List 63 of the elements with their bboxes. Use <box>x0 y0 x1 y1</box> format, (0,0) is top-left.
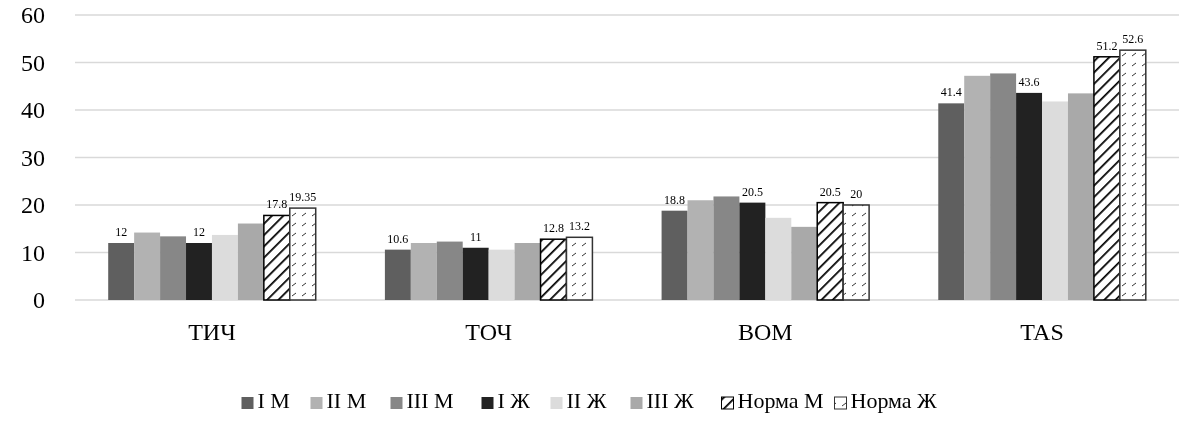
x-tick-label: TAS <box>1020 319 1064 345</box>
data-label: 41.4 <box>940 85 962 100</box>
bar <box>134 232 161 300</box>
bar <box>263 214 291 301</box>
data-label: 12.8 <box>543 221 564 236</box>
legend-label: III Ж <box>646 388 694 413</box>
bar <box>1119 49 1147 301</box>
bar <box>816 201 844 301</box>
x-tick-label: ВОМ <box>738 319 793 345</box>
bar <box>160 236 187 300</box>
legend-label: Норма М <box>737 388 824 413</box>
bar <box>410 243 437 300</box>
bar <box>108 243 135 300</box>
bar <box>791 226 818 300</box>
legend-label: III М <box>406 388 454 413</box>
data-label: 12 <box>192 225 205 239</box>
legend-label: II М <box>326 388 367 413</box>
y-tick-label: 20 <box>21 192 45 219</box>
y-tick-label: 30 <box>21 144 45 171</box>
legend-label: I М <box>257 388 290 413</box>
y-tick-label: 50 <box>21 49 45 76</box>
bar <box>1016 92 1043 300</box>
legend-label: I Ж <box>497 388 531 413</box>
data-label: 43.6 <box>1018 74 1040 89</box>
bar <box>713 196 740 300</box>
bar <box>237 223 264 300</box>
y-tick-label: 10 <box>21 239 45 266</box>
x-tick-label: ТОЧ <box>465 319 512 345</box>
bar <box>289 207 317 301</box>
bar <box>739 202 766 300</box>
y-tick-label: 40 <box>21 97 45 124</box>
bar <box>384 249 411 300</box>
data-label: 10.6 <box>387 231 409 246</box>
bar <box>565 236 594 301</box>
bar <box>938 103 965 300</box>
x-tick-label: ТИЧ <box>188 319 236 345</box>
legend-label: Норма Ж <box>850 388 938 413</box>
bar <box>687 200 714 300</box>
data-label: 20.5 <box>741 184 763 199</box>
data-label: 20.5 <box>819 184 841 199</box>
bar <box>842 204 870 301</box>
data-label: 19.35 <box>289 190 317 205</box>
data-label: 20 <box>850 187 863 201</box>
bar <box>514 243 541 300</box>
data-label: 52.6 <box>1122 32 1144 47</box>
bar <box>436 241 463 300</box>
bar <box>1067 93 1094 300</box>
bar <box>462 247 489 300</box>
data-label: 17.8 <box>266 197 288 212</box>
bar <box>539 238 568 301</box>
bar <box>186 243 212 300</box>
data-label: 11 <box>469 229 482 244</box>
bar <box>964 75 991 300</box>
data-label: 18.8 <box>664 192 686 207</box>
bar <box>1093 56 1121 301</box>
data-label: 13.2 <box>568 219 590 234</box>
y-tick-label: 0 <box>33 287 45 314</box>
data-label: 51.2 <box>1096 38 1118 53</box>
y-tick-label: 60 <box>21 2 45 29</box>
bar <box>661 210 688 300</box>
data-label: 12 <box>115 225 128 239</box>
bar <box>990 73 1017 300</box>
legend-label: II Ж <box>566 388 607 413</box>
